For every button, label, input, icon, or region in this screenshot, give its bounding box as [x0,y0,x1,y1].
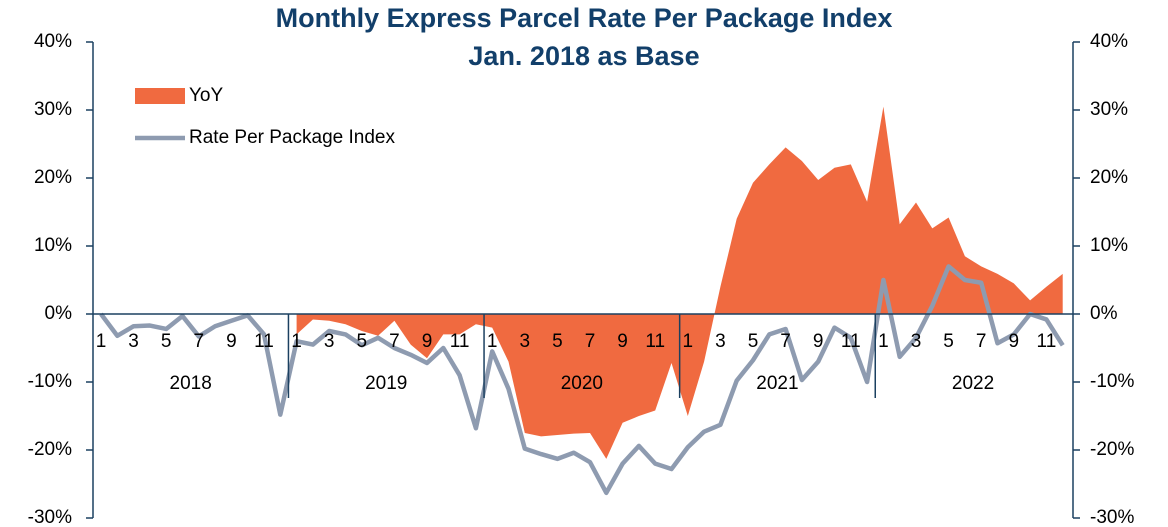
y2-tick-label: 20% [1090,167,1128,188]
month-label: 5 [552,331,563,352]
year-label: 2018 [170,373,212,394]
y-tick-label: 30% [34,99,72,120]
month-label: 1 [878,331,889,352]
year-label: 2019 [365,373,407,394]
month-label: 11 [450,331,470,352]
month-label: 9 [226,331,237,352]
legend-swatch [135,88,185,104]
month-label: 1 [683,331,694,352]
month-label: 11 [841,331,861,352]
month-label: 11 [254,331,274,352]
month-label: 3 [715,331,726,352]
yoy-area [296,106,1063,459]
index-line [99,264,1065,496]
month-label: 1 [487,331,498,352]
month-label: 7 [194,331,205,352]
month-label: 7 [389,331,400,352]
y-tick-label: -10% [28,371,72,392]
month-label: 7 [585,331,596,352]
year-label: 2020 [561,373,603,394]
y-tick-label: -20% [28,439,72,460]
y2-tick-label: -20% [1090,439,1134,460]
y-tick-label: 20% [34,167,72,188]
month-label: 11 [1037,331,1057,352]
month-label: 7 [976,331,987,352]
y-tick-label: 0% [45,303,73,324]
y2-tick-label: 30% [1090,99,1128,120]
month-label: 3 [128,331,139,352]
month-label: 7 [780,331,791,352]
y2-tick-label: 0% [1090,303,1118,324]
y2-tick-label: 40% [1090,31,1128,52]
y-tick-label: -30% [28,507,72,527]
y2-tick-label: -30% [1090,507,1134,527]
month-label: 1 [96,331,107,352]
legend-label: Rate Per Package Index [189,127,395,148]
month-label: 5 [357,331,368,352]
month-label: 3 [324,331,335,352]
month-label: 11 [645,331,665,352]
month-label: 9 [422,331,433,352]
month-label: 3 [911,331,922,352]
month-label: 9 [617,331,628,352]
chart-subtitle: Jan. 2018 as Base [468,41,699,71]
month-label: 5 [943,331,954,352]
y-tick-label: 40% [34,31,72,52]
year-label: 2022 [952,373,994,394]
y2-tick-label: -10% [1090,371,1134,392]
month-label: 1 [291,331,302,352]
y2-tick-label: 10% [1090,235,1128,256]
month-label: 9 [813,331,824,352]
y-tick-label: 10% [34,235,72,256]
legend-label: YoY [189,85,223,106]
month-label: 5 [161,331,172,352]
month-label: 3 [520,331,531,352]
year-label: 2021 [756,373,798,394]
month-label: 5 [748,331,759,352]
chart-title: Monthly Express Parcel Rate Per Package … [276,3,893,33]
month-label: 9 [1009,331,1020,352]
